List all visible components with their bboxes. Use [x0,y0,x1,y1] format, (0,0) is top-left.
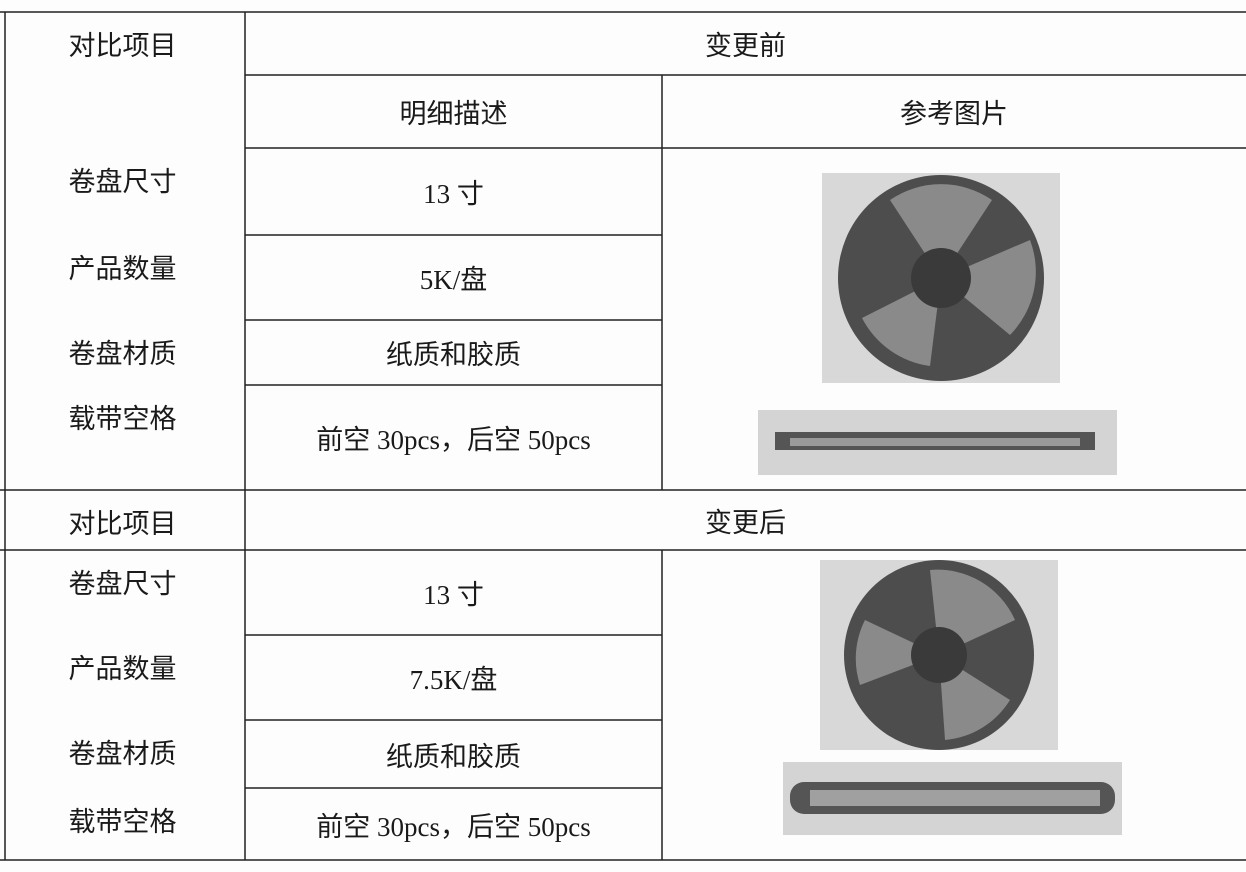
row-label: 产品数量 [68,254,177,284]
row-label: 卷盘尺寸 [68,167,177,197]
row-value: 纸质和胶质 [386,741,521,772]
row-label: 载带空格 [68,807,177,837]
column-header: 参考图片 [900,99,1008,129]
section-title: 变更前 [705,31,786,61]
row-label: 卷盘材质 [68,739,177,769]
row-value: 13 寸 [423,179,484,209]
row-value: 前空 30pcs，后空 50pcs [316,425,591,455]
row-label: 产品数量 [68,654,177,684]
compare-label: 对比项目 [68,31,177,61]
column-header: 明细描述 [399,99,508,129]
row-label: 载带空格 [68,404,177,434]
reel-photo-after [783,560,1122,835]
row-value: 前空 30pcs，后空 50pcs [316,811,591,842]
row-value: 纸质和胶质 [386,340,521,370]
section-title: 变更后 [705,507,786,538]
row-label: 卷盘材质 [68,339,177,369]
row-value: 7.5K/盘 [409,665,498,695]
row-value: 13 寸 [423,580,484,610]
row-label: 卷盘尺寸 [68,569,177,599]
compare-label: 对比项目 [68,509,177,539]
reel-photo-before [758,173,1117,475]
row-value: 5K/盘 [419,265,488,295]
